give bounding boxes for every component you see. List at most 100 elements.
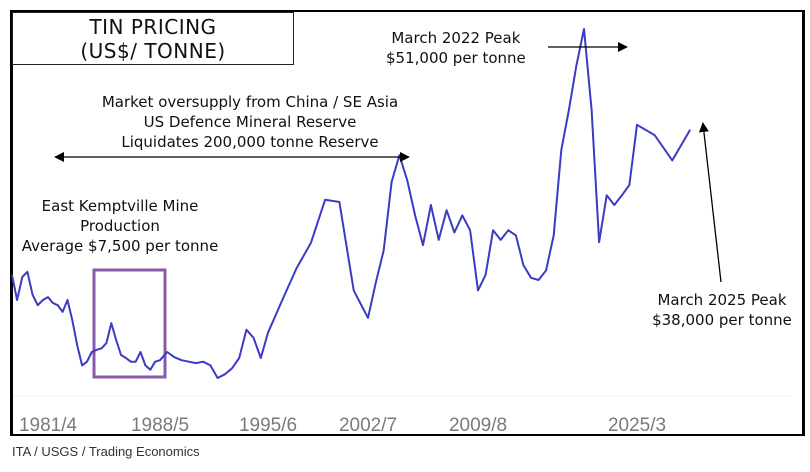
price-point: [62, 311, 64, 313]
price-point: [507, 229, 509, 231]
price-point: [166, 351, 168, 353]
price-point: [71, 319, 73, 321]
price-point: [42, 299, 44, 301]
price-point: [545, 269, 547, 271]
price-point: [238, 357, 240, 359]
x-tick-label: 2009/8: [449, 415, 507, 436]
price-series-points: [11, 28, 691, 379]
price-point: [209, 364, 211, 366]
price-point: [375, 281, 377, 283]
price-point: [91, 351, 93, 353]
annotation-east-kemptville: East Kemptville Mine Production Average …: [16, 196, 224, 256]
price-point: [484, 274, 487, 276]
price-point: [621, 194, 623, 196]
price-point: [81, 364, 83, 366]
price-point: [217, 377, 219, 379]
source-credit: ITA / USGS / Trading Economics: [12, 444, 200, 459]
price-point: [267, 332, 269, 334]
price-point: [295, 267, 298, 269]
price-point: [438, 239, 440, 241]
price-point: [202, 361, 204, 363]
price-point: [398, 154, 401, 156]
price-point: [47, 296, 49, 298]
price-point: [575, 64, 578, 66]
price-point: [231, 367, 233, 369]
price-point: [188, 361, 190, 363]
price-point: [469, 229, 471, 231]
price-point: [120, 354, 122, 356]
price-point: [245, 329, 247, 331]
price-point: [530, 277, 532, 279]
annotation-oversupply-line-3: Liquidates 200,000 tonne Reserve: [121, 133, 379, 151]
price-point: [390, 181, 393, 183]
annotation-peak-2025: March 2025 Peak $38,000 per tonne: [642, 290, 802, 330]
price-point: [96, 349, 98, 351]
annotation-peak-2025-line-2: $38,000 per tonne: [652, 311, 792, 329]
annotation-oversupply: Market oversupply from China / SE Asia U…: [80, 92, 420, 152]
x-tick-label: 1981/4: [19, 415, 78, 436]
price-point: [338, 201, 341, 203]
chart-title-line-2: (US$/ TONNE): [80, 39, 226, 63]
price-point: [139, 351, 142, 353]
chart-title-line-1: TIN PRICING: [89, 15, 217, 39]
price-point: [181, 359, 183, 361]
price-point: [406, 179, 408, 182]
east-kemptville-highlight-box: [92, 268, 167, 379]
annotation-east-kemptville-line-3: Average $7,500 per tonne: [21, 237, 219, 255]
x-tick-label: 2025/3: [608, 415, 666, 436]
annotation-peak-2022: March 2022 Peak $51,000 per tonne: [386, 28, 526, 68]
price-point: [414, 214, 416, 216]
price-point: [26, 271, 29, 273]
price-point: [11, 274, 13, 276]
price-point: [110, 322, 112, 324]
price-point: [367, 317, 369, 319]
price-point: [422, 244, 424, 246]
price-point: [324, 199, 326, 201]
price-point: [477, 289, 479, 291]
price-point: [500, 239, 502, 241]
price-point: [135, 361, 137, 363]
price-point: [353, 289, 355, 291]
price-point: [57, 304, 59, 306]
price-point: [560, 149, 562, 151]
price-point: [115, 339, 117, 341]
price-point: [590, 109, 593, 111]
chart-title: TIN PRICING (US$/ TONNE): [12, 12, 294, 65]
price-point: [453, 231, 456, 234]
price-point: [195, 362, 197, 364]
price-point: [66, 299, 69, 301]
price-point: [173, 356, 175, 358]
price-point: [52, 302, 54, 304]
price-point: [76, 344, 78, 346]
annotation-east-kemptville-line-1: East Kemptville Mine: [41, 197, 199, 215]
price-point: [553, 234, 555, 237]
x-tick-label: 1988/5: [131, 415, 189, 436]
price-point: [159, 359, 161, 361]
price-point: [568, 109, 570, 111]
price-point: [125, 357, 127, 359]
price-point: [253, 337, 255, 339]
price-point: [461, 214, 463, 216]
price-point: [628, 184, 631, 186]
price-point: [671, 159, 673, 162]
price-point: [224, 373, 226, 375]
price-point: [144, 364, 146, 366]
annotation-peak-2022-line-1: March 2022 Peak: [391, 29, 521, 47]
price-point: [260, 357, 262, 359]
annotation-peak-2022-line-2: $51,000 per tonne: [386, 49, 526, 67]
price-point: [37, 304, 39, 306]
price-point: [430, 204, 432, 206]
price-point: [31, 294, 34, 296]
x-tick-label: 2002/7: [339, 415, 397, 436]
price-point: [130, 361, 132, 363]
x-tick-label: 1995/6: [239, 415, 297, 436]
annotation-oversupply-line-2: US Defence Mineral Reserve: [143, 113, 357, 131]
annotation-oversupply-line-1: Market oversupply from China / SE Asia: [101, 93, 399, 111]
price-point: [636, 124, 638, 126]
price-point: [515, 234, 517, 237]
peak-2025-arrow: [698, 122, 722, 283]
price-point: [606, 194, 608, 196]
x-axis-ticks: 1981/4 1988/5 1995/6 2002/7 2009/8 2025/3: [19, 415, 666, 436]
chart-frame: [10, 10, 805, 436]
